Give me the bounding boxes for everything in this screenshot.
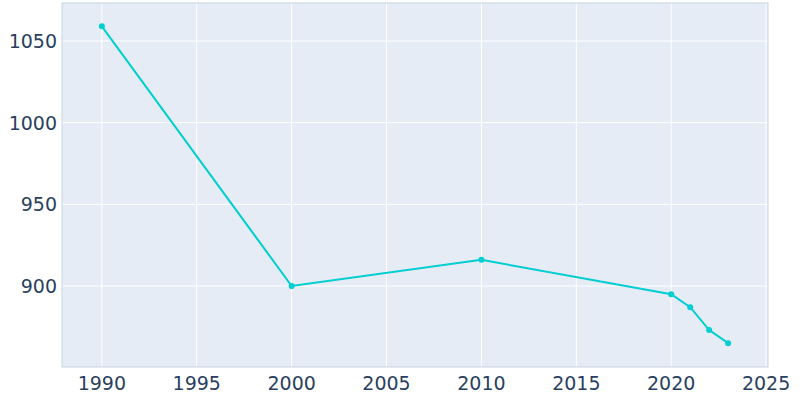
marker xyxy=(289,283,295,289)
y-grid-line xyxy=(62,286,768,287)
marker xyxy=(668,291,674,297)
marker xyxy=(725,340,731,346)
x-grid-line xyxy=(766,3,767,367)
marker xyxy=(687,304,693,310)
x-tick-label: 2015 xyxy=(552,372,600,394)
x-grid-line xyxy=(481,3,482,367)
grid xyxy=(62,3,768,367)
x-tick-label: 1990 xyxy=(78,372,126,394)
marker xyxy=(478,257,484,263)
x-grid-line xyxy=(196,3,197,367)
chart-svg: 1990 1995 2000 2005 2010 2015 2020 2025 900 950 10… xyxy=(0,0,800,400)
plot-frame xyxy=(62,3,768,367)
plot-background xyxy=(62,3,768,367)
x-tick-label: 2020 xyxy=(647,372,695,394)
x-tick-label: 1995 xyxy=(173,372,221,394)
y-tick-label: 1000 xyxy=(9,112,57,134)
x-grid-line xyxy=(671,3,672,367)
y-grid-line xyxy=(62,41,768,42)
chart-container: 1990 1995 2000 2005 2010 2015 2020 2025 900 950 10… xyxy=(0,0,800,400)
y-tick-label: 1050 xyxy=(9,30,57,52)
x-tick-label: 2005 xyxy=(362,372,410,394)
x-grid-line xyxy=(386,3,387,367)
data-group xyxy=(99,23,731,346)
y-tick-label: 900 xyxy=(21,275,57,297)
y-grid-line xyxy=(62,204,768,205)
x-tick-label: 2025 xyxy=(742,372,790,394)
x-tick-label: 2000 xyxy=(267,372,315,394)
marker xyxy=(99,23,105,29)
line xyxy=(102,26,728,343)
x-grid-line xyxy=(291,3,292,367)
x-tick-label: 2010 xyxy=(457,372,505,394)
y-tick-label: 950 xyxy=(21,193,57,215)
x-grid-line xyxy=(101,3,102,367)
y-grid-line xyxy=(62,122,768,123)
x-grid-line xyxy=(576,3,577,367)
marker xyxy=(706,327,712,333)
